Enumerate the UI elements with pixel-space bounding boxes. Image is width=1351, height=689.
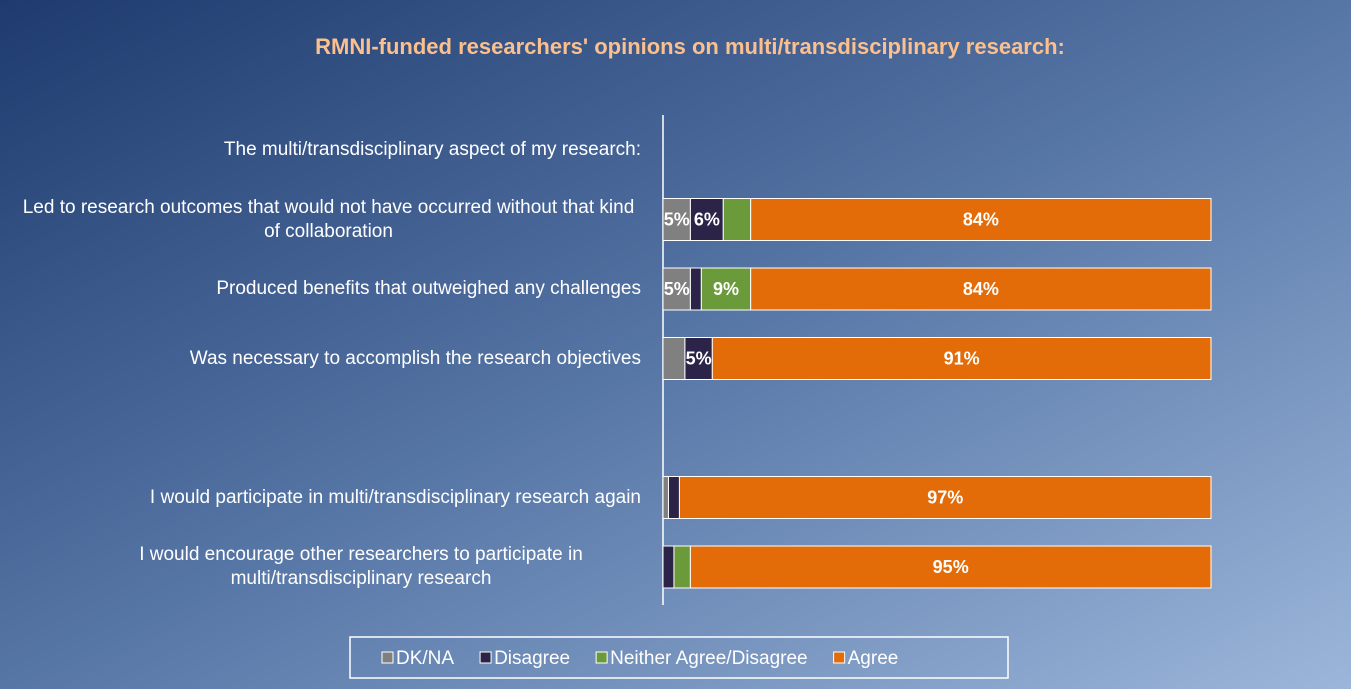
bar-segment xyxy=(678,476,1212,519)
bar-segment xyxy=(684,337,713,380)
data-label: 91% xyxy=(944,348,980,368)
data-label: 6% xyxy=(694,209,720,229)
bar-segment xyxy=(662,267,691,311)
bar-segment xyxy=(673,545,691,589)
bar-segment xyxy=(700,267,752,311)
data-label: 9% xyxy=(713,279,739,299)
legend-label: DK/NA xyxy=(396,648,454,669)
legend-label: Disagree xyxy=(494,648,570,669)
bar-segment xyxy=(662,198,691,241)
data-label: 95% xyxy=(933,557,969,577)
legend-box xyxy=(349,636,1009,679)
bar-segment xyxy=(750,198,1212,241)
legend-swatch xyxy=(595,651,608,664)
legend-label: Neither Agree/Disagree xyxy=(610,648,808,669)
data-label: 5% xyxy=(664,209,690,229)
category-label: The multi/transdisciplinary aspect of my… xyxy=(223,139,641,160)
category-label: I would participate in multi/transdiscip… xyxy=(149,486,641,508)
data-label: 97% xyxy=(927,487,963,507)
category-label: I would encourage other researchers to p… xyxy=(139,544,583,589)
legend-label: Agree xyxy=(848,648,899,669)
bar-segment xyxy=(662,337,686,380)
bar-segment xyxy=(750,267,1212,311)
chart-title: RMNI-funded researchers' opinions on mul… xyxy=(315,34,1065,59)
bar-segment xyxy=(689,545,1212,589)
bar-segment xyxy=(689,267,702,311)
bar-segment xyxy=(711,337,1212,380)
legend-swatch xyxy=(381,651,394,664)
legend-swatch xyxy=(833,651,846,664)
data-label: 5% xyxy=(686,348,712,368)
bar-segment xyxy=(662,476,669,519)
bar-segment xyxy=(662,545,675,589)
legend-swatch xyxy=(479,651,492,664)
data-label: 5% xyxy=(664,279,690,299)
data-label: 84% xyxy=(963,209,999,229)
category-label: Produced benefits that outweighed any ch… xyxy=(216,278,641,299)
data-label: 84% xyxy=(963,279,999,299)
category-label: Led to research outcomes that would not … xyxy=(22,196,635,242)
bar-segment xyxy=(667,476,680,519)
category-label: Was necessary to accomplish the research… xyxy=(189,347,641,369)
bar-segment xyxy=(722,198,752,241)
